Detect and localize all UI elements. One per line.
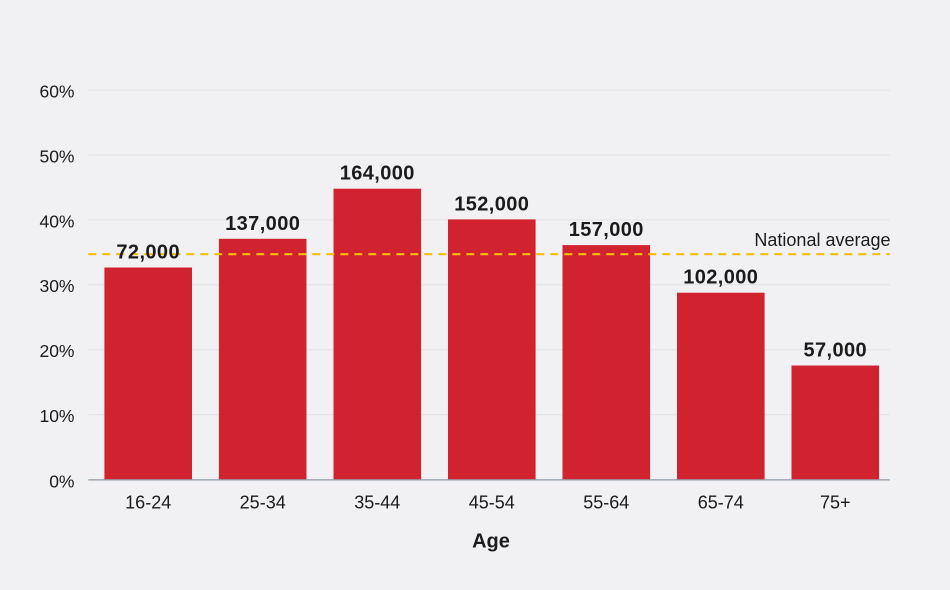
svg-text:55-64: 55-64 — [583, 493, 629, 513]
svg-text:20%: 20% — [39, 341, 74, 361]
svg-text:16-24: 16-24 — [125, 493, 171, 513]
svg-text:152,000: 152,000 — [454, 193, 529, 215]
svg-text:75+: 75+ — [820, 493, 851, 513]
svg-text:57,000: 57,000 — [804, 340, 868, 362]
svg-text:102,000: 102,000 — [683, 267, 758, 289]
svg-text:0%: 0% — [49, 471, 74, 491]
svg-text:30%: 30% — [39, 276, 74, 296]
svg-text:60%: 60% — [39, 82, 74, 102]
svg-text:25-34: 25-34 — [240, 493, 286, 513]
svg-text:40%: 40% — [39, 211, 74, 231]
svg-text:65-74: 65-74 — [698, 493, 744, 513]
svg-text:72,000: 72,000 — [116, 242, 180, 264]
svg-text:Age: Age — [472, 530, 510, 552]
svg-text:157,000: 157,000 — [569, 219, 644, 241]
svg-text:10%: 10% — [39, 406, 74, 426]
svg-text:137,000: 137,000 — [225, 213, 300, 235]
svg-text:164,000: 164,000 — [340, 163, 415, 185]
svg-text:National average: National average — [754, 230, 890, 250]
svg-text:35-44: 35-44 — [354, 493, 400, 513]
svg-text:50%: 50% — [39, 146, 74, 166]
svg-text:45-54: 45-54 — [469, 493, 515, 513]
